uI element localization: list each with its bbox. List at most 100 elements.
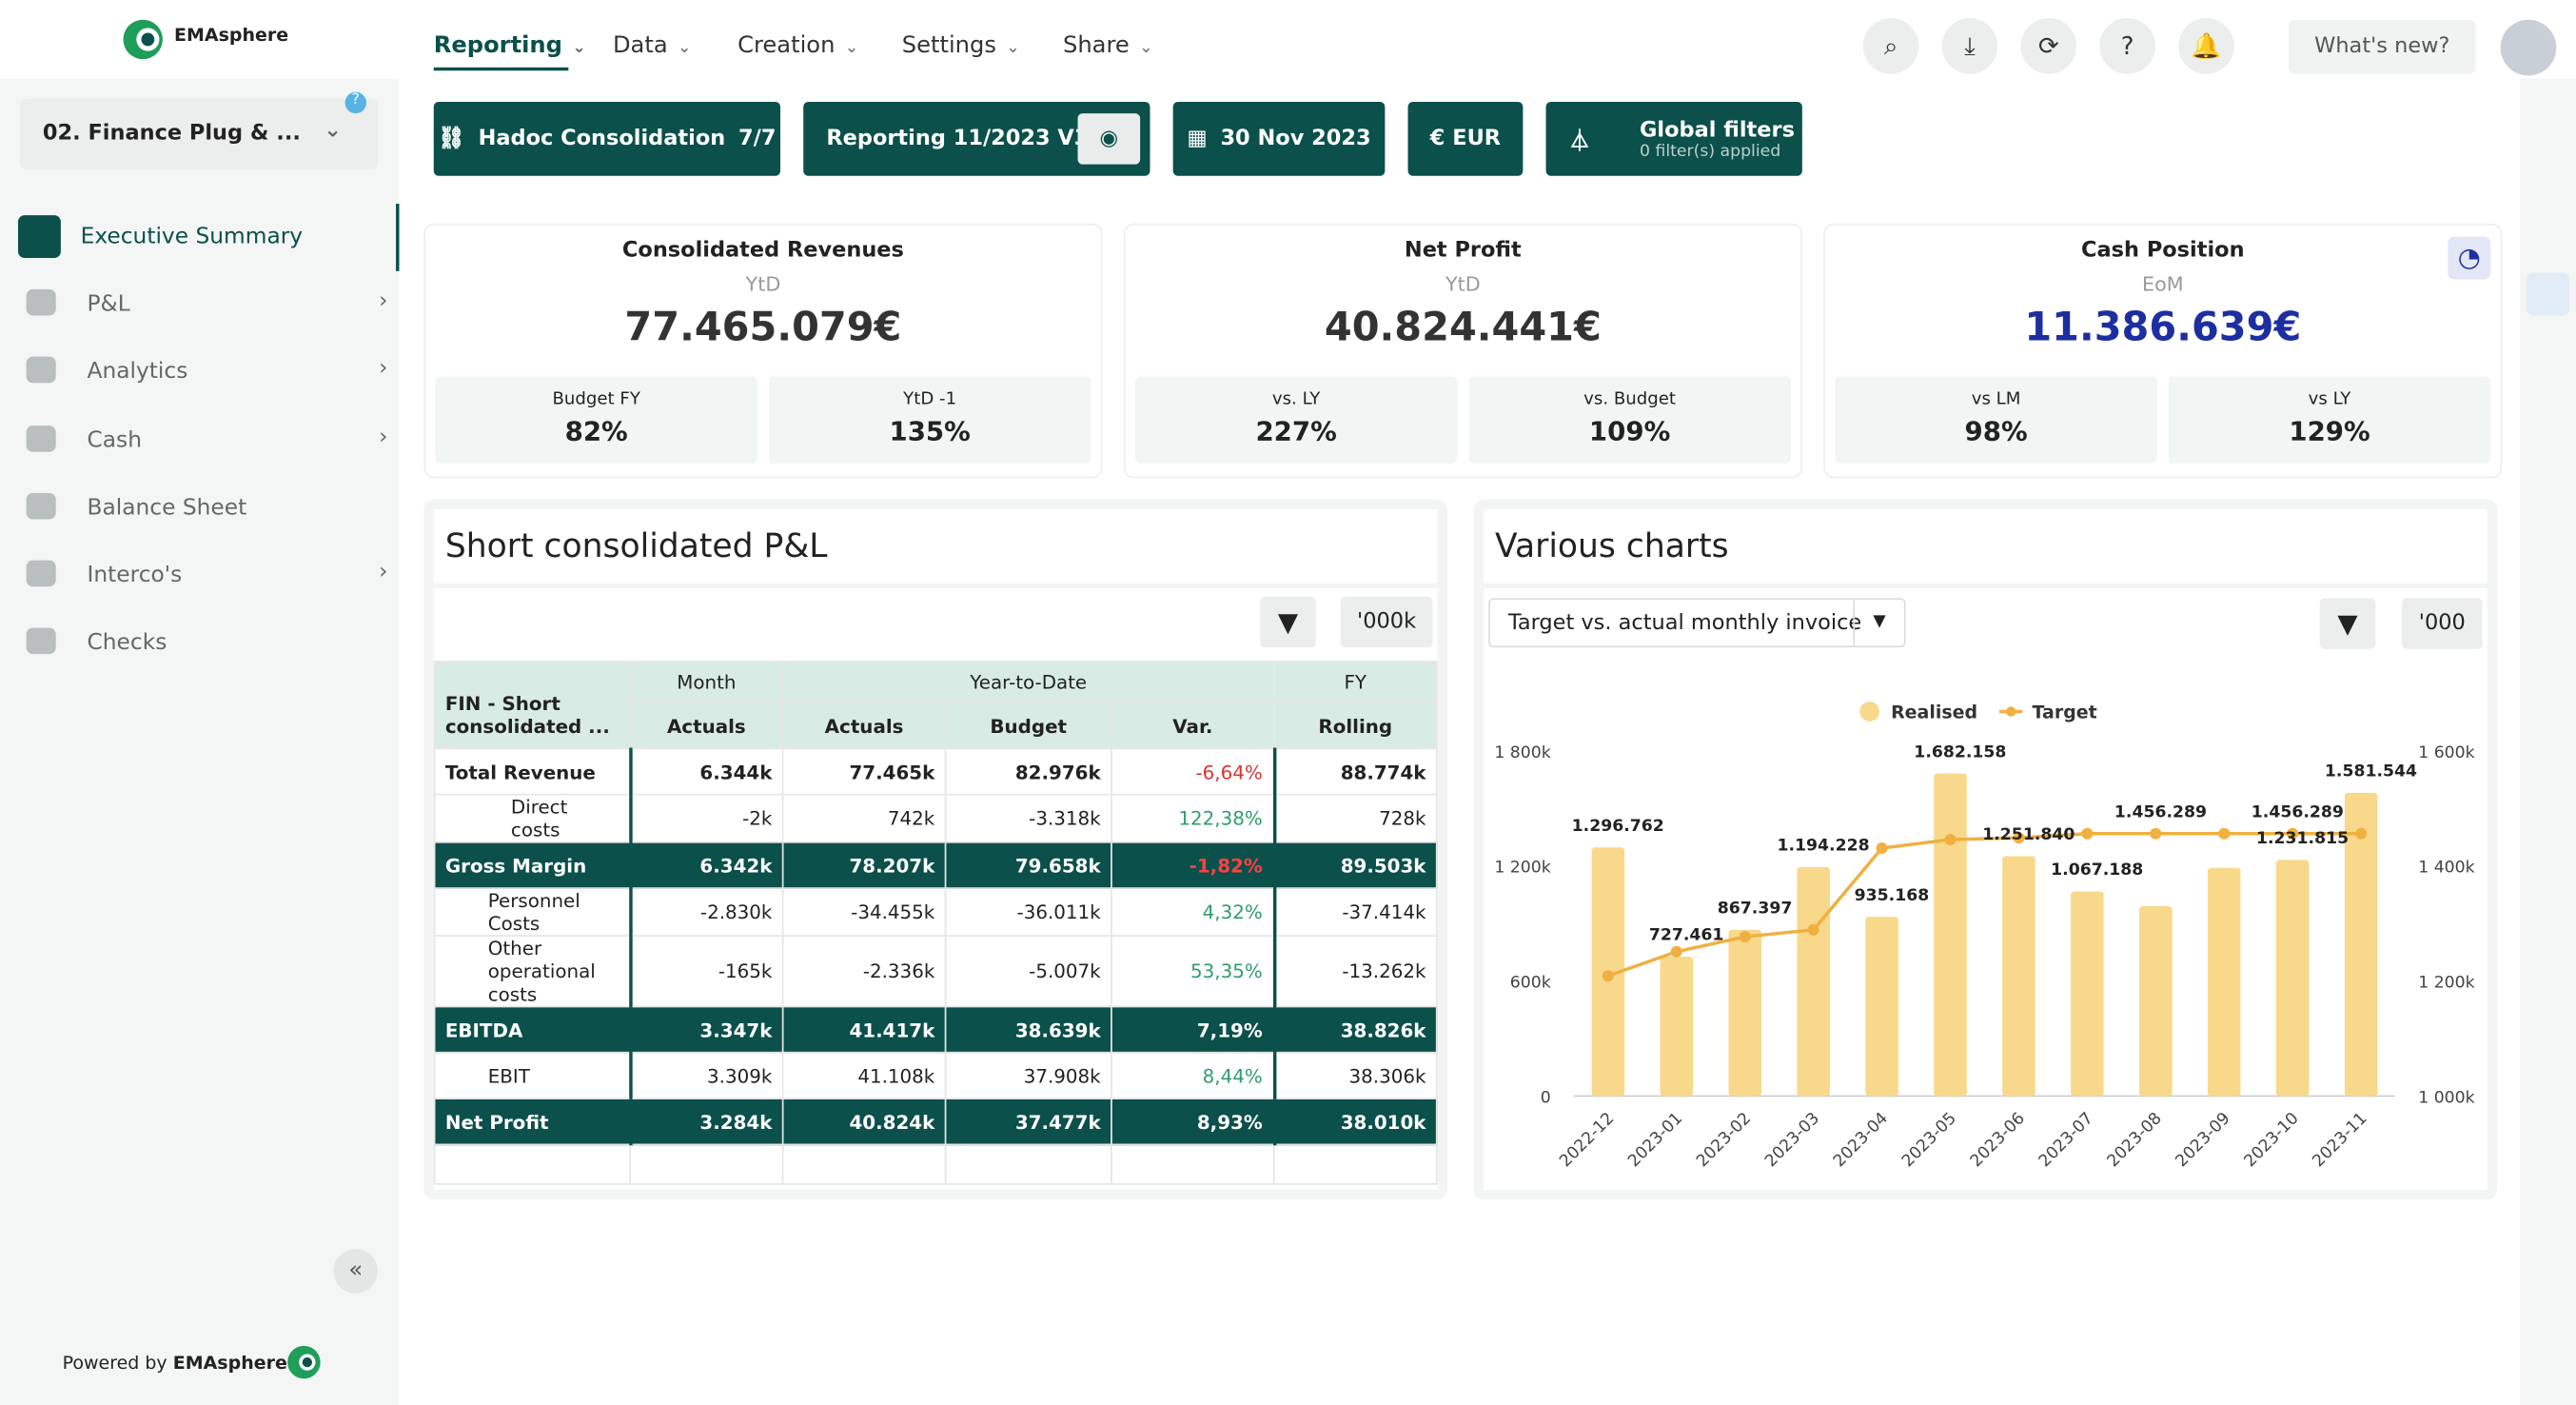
nav-chevron: › [379,424,388,451]
table-cell: 38.010k [1272,1098,1438,1146]
menu-item[interactable]: Reporting ⌄ [434,33,586,60]
kpi-sub-value: 129% [2289,415,2370,447]
chevron: ⌄ [572,39,586,58]
kpi-value: 11.386.639€ [2024,304,2302,350]
kpi-sub-label: vs LM [1971,389,2021,409]
data-label: 1.456.289 [2114,802,2207,821]
icon-button[interactable]: ⤓ [1941,17,1998,74]
table-cell: 122,38% [1111,793,1275,843]
header-cell: Actuals [629,702,784,750]
workspace-select[interactable]: 02. Finance Plug & ... ⌄ [19,98,379,169]
currency-button[interactable]: € EUR [1407,102,1524,176]
table-cell: 40.824k [781,1098,947,1146]
kpi-card: Net Profit YtD 40.824.441€ vs. LY 227% vs. Bu… [1123,223,1802,479]
kpi-sub-label: vs LY [2308,389,2351,409]
collapse-button[interactable]: « [333,1248,379,1294]
table-cell [944,1143,1112,1185]
table-cell: 82.976k [944,747,1112,796]
nav-item[interactable]: Checks [20,618,395,667]
nav-chevron: › [379,558,388,585]
date-button[interactable]: ▦ 30 Nov 2023 [1172,102,1386,176]
group-header: Year-to-Date [781,660,1275,703]
table-cell: -1,82% [1111,841,1275,889]
footer-logo [287,1345,321,1379]
x-tick-label: 2023-08 [2104,1109,2166,1171]
table-cell: 728k [1272,793,1438,843]
legend-swatch [1859,702,1880,722]
legend-label: Target [2033,702,2097,722]
bar [1934,773,1967,1097]
table-cell: 4,32% [1111,887,1275,937]
menu-item[interactable]: Data ⌄ [613,33,692,60]
table-cell: 37.477k [944,1098,1112,1146]
kpi-card: Consolidated Revenues YtD 77.465.079€ Budge… [423,223,1103,479]
x-tick-label: 2022-12 [1556,1109,1618,1171]
table-cell: -36.011k [944,887,1112,937]
point [2355,827,2368,840]
data-label: 867.397 [1718,899,1793,918]
point [2013,832,2025,844]
header-cell: Rolling [1272,702,1438,750]
icon-button[interactable]: 🔔 [2178,17,2234,74]
table-cell: 77.465k [781,747,947,796]
legend-label: Realised [1891,702,1977,722]
consolidation-button[interactable]: ⛓ Hadoc Consolidation 7/7 [433,102,781,176]
chart-unit-button[interactable]: '000 [2401,598,2483,649]
workspace: 02. Finance Plug & ... [42,121,301,147]
menu-item[interactable]: Creation ⌄ [737,33,858,60]
reporting: Reporting 11/2023 V3 [826,126,1090,151]
table-row: EBIT 3.309k 41.108k 37.908k 8,44% 38.306k [433,1051,1438,1099]
table-cell: 3.284k [628,1098,784,1146]
nav-item[interactable]: Interco's › [20,550,395,600]
reporting-button[interactable]: Reporting 11/2023 V3 ◉ [803,102,1150,176]
currency: € EUR [1429,126,1502,151]
point [2081,827,2094,840]
filters-sub: 0 filter(s) applied [1639,142,1781,161]
avatar[interactable] [2500,19,2557,76]
nav-icon [17,215,61,259]
nav-chevron: › [379,354,388,382]
nav-item[interactable]: P&L › [20,279,395,328]
kpi-sub-label: Budget FY [552,389,640,409]
filter-button[interactable]: ▼ [1260,596,1316,648]
nav-item[interactable]: Cash › [20,416,395,465]
header-row: Actuals Actuals Budget Var. Rolling [435,702,1438,750]
table-cell: 41.417k [781,1005,947,1054]
data-label: 1.067.188 [2051,861,2143,880]
help-badge[interactable]: ? [344,91,366,114]
chart-filter-button[interactable]: ▼ [2319,598,2376,649]
header-row: FIN - Short consolidated ... Month Year-to… [433,660,1438,750]
kpi-sub: YtD -1 135% [768,376,1091,464]
icon-button[interactable]: ⟳ [2020,17,2077,74]
menu-item[interactable]: Settings ⌄ [902,33,1020,60]
chevron: ⌄ [1139,39,1153,58]
nav-icon [26,425,56,452]
nav-item[interactable]: Balance Sheet [20,484,395,533]
icon-button[interactable]: ⌕ [1862,17,1919,74]
nav-item[interactable]: Executive Summary [13,212,388,262]
filters-button[interactable]: ⏃ Global filters 0 filter(s) applied [1545,102,1802,176]
charts-title: Various charts [1483,509,2488,584]
kpi-title: Net Profit [1404,238,1522,264]
y-tick-label: 1 800k [1494,743,1550,762]
table-cell: 38.306k [1272,1051,1438,1099]
whats-new-button[interactable]: What's new? [2288,19,2476,74]
table-cell: 53,35% [1111,935,1275,1008]
bar [2344,792,2378,1097]
point [1944,833,1957,846]
nav-label: Executive Summary [80,223,304,250]
menu-label: Share [1062,32,1130,60]
empty-row [433,1143,1438,1185]
bar [1728,929,1761,1097]
menu-item[interactable]: Share ⌄ [1063,33,1153,60]
kpi-gauge[interactable]: ◔ [2448,236,2491,280]
table-row: Total Revenue 6.344k 77.465k 82.976k -6,64% 8… [433,747,1438,796]
unit-button[interactable]: '000k [1340,596,1433,648]
nav-item[interactable]: Analytics › [20,346,395,396]
rail-active[interactable] [2527,272,2570,316]
x-tick-label: 2023-03 [1761,1109,1823,1171]
header-cell: FIN - Short consolidated ... [433,660,631,750]
chart-select[interactable]: Target vs. actual monthly invoice ▼ [1488,598,1906,648]
icon-button[interactable]: ? [2099,17,2156,74]
bar [1797,866,1830,1097]
